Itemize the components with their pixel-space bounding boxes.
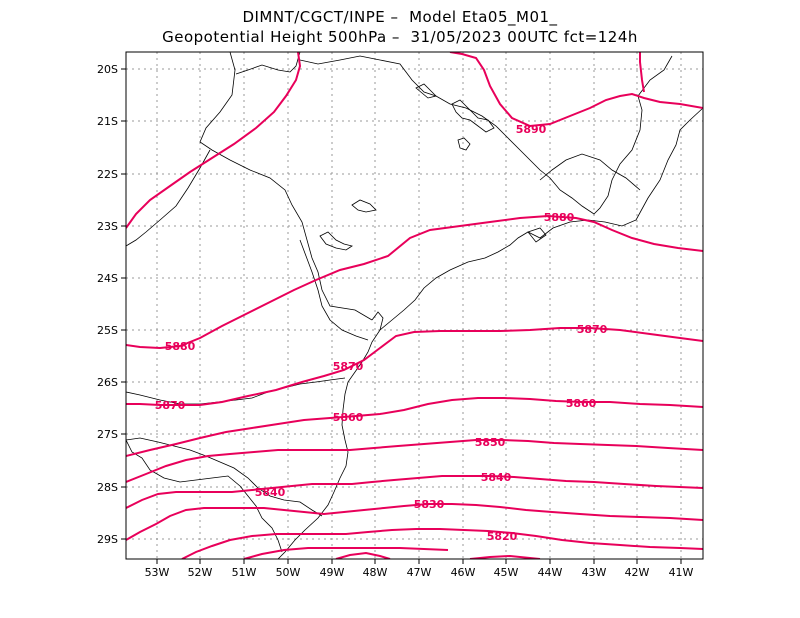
x-tick-label: 52W (188, 566, 213, 579)
contour-5850 (126, 439, 703, 483)
y-axis-labels: 20S 21S 22S 23S 24S 25S 26S 27S 28S 29S (97, 63, 118, 546)
contour-5800 (335, 551, 391, 559)
contour-label: 5840 (481, 471, 512, 484)
x-tick-label: 46W (451, 566, 476, 579)
reservoir-2 (415, 83, 437, 99)
y-tick-label: 26S (97, 376, 118, 389)
contour-5860 (126, 397, 703, 457)
contour-5870 (126, 327, 703, 406)
x-tick-label: 51W (232, 566, 257, 579)
coastline (277, 107, 703, 559)
reservoir-4 (319, 231, 353, 251)
contour-label: 5830 (414, 498, 445, 511)
x-tick-label: 53W (145, 566, 170, 579)
reservoir-1 (451, 99, 495, 133)
island (527, 227, 547, 243)
x-tick-label: 44W (538, 566, 563, 579)
contour-label: 5870 (333, 360, 364, 373)
contour-5880 (126, 214, 703, 350)
contour-labels: 5890 5880 5880 5870 5870 5870 5860 5860 … (155, 123, 608, 543)
contour-label: 5860 (566, 397, 597, 410)
contour-label: 5870 (155, 399, 186, 412)
state-border-sp-pr (299, 239, 369, 341)
map-title-line-1: DIMNT/CGCT/INPE – Model Eta05_M01_ (242, 8, 558, 26)
tick-marks (121, 68, 682, 564)
contour-5840 (126, 475, 703, 509)
x-tick-label: 42W (625, 566, 650, 579)
reservoir-5 (457, 137, 471, 151)
map-title-line-2: Geopotential Height 500hPa – 31/05/2023 … (162, 28, 638, 46)
x-tick-label: 41W (669, 566, 694, 579)
state-border-pr-sc (126, 377, 346, 405)
contour-label: 5850 (475, 436, 506, 449)
contour-label: 5880 (544, 211, 575, 224)
state-border-sp-mg (235, 52, 673, 215)
plot-frame (125, 51, 704, 560)
reservoir-3 (351, 199, 377, 213)
contour-label: 5820 (487, 530, 518, 543)
state-border-rj (539, 153, 641, 191)
contour-5890-west (126, 52, 302, 229)
contour-5820 (181, 528, 703, 559)
x-tick-label: 49W (320, 566, 345, 579)
contour-label: 5840 (255, 486, 286, 499)
state-border-sc-rs (126, 437, 323, 517)
y-tick-label: 29S (97, 533, 118, 546)
y-tick-label: 28S (97, 481, 118, 494)
contour-5800-b (469, 554, 541, 559)
contour-5890-east (449, 52, 703, 128)
x-axis-labels: 53W 52W 51W 50W 49W 48W 47W 46W 45W 44W … (145, 566, 694, 579)
x-tick-label: 47W (407, 566, 432, 579)
lagoon (371, 311, 384, 331)
y-tick-label: 20S (97, 63, 118, 76)
coastline-and-borders (126, 52, 703, 559)
contour-label: 5870 (577, 323, 608, 336)
contour-label: 5890 (516, 123, 547, 136)
contour-label: 5860 (333, 411, 364, 424)
x-tick-label: 45W (494, 566, 519, 579)
contours (126, 52, 703, 559)
x-tick-label: 50W (276, 566, 301, 579)
y-tick-label: 21S (97, 115, 118, 128)
state-border-ms-sp (126, 149, 211, 247)
y-tick-label: 24S (97, 272, 118, 285)
contour-5830 (126, 503, 703, 541)
contour-5810 (243, 547, 449, 559)
state-border-mg (199, 52, 373, 321)
contour-label: 5880 (165, 340, 196, 353)
y-tick-label: 27S (97, 428, 118, 441)
state-border-argentina (126, 439, 283, 553)
contour-5890-ne (639, 52, 645, 93)
x-tick-label: 48W (363, 566, 388, 579)
y-tick-label: 25S (97, 324, 118, 337)
y-tick-label: 23S (97, 220, 118, 233)
y-tick-label: 22S (97, 168, 118, 181)
x-tick-label: 43W (582, 566, 607, 579)
